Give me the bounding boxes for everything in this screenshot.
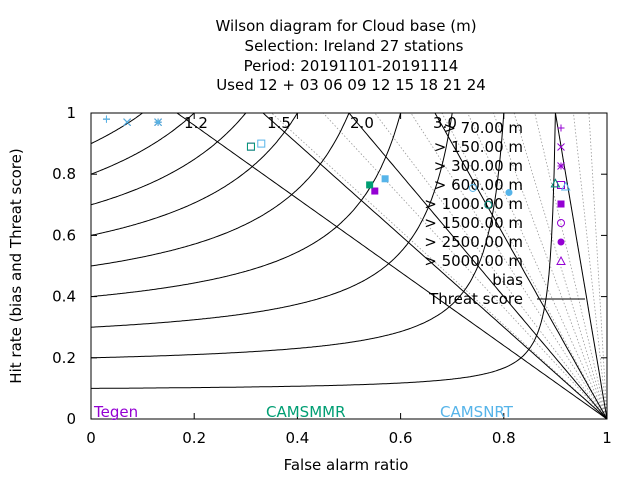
legend-label-6: > 2500.00 m bbox=[424, 233, 523, 251]
point-camsnrt-6 bbox=[505, 189, 513, 197]
point-camsmmr-3 bbox=[246, 142, 255, 151]
point-tegen-4 bbox=[371, 187, 379, 195]
model-labels: Tegen CAMSMMR CAMSNRT bbox=[93, 403, 514, 421]
bias-label-3.0: 3.0 bbox=[433, 114, 457, 132]
model-label-camsmmr: CAMSMMR bbox=[266, 403, 346, 421]
title-line-2: Selection: Ireland 27 stations bbox=[245, 37, 464, 55]
legend-marker-6 bbox=[557, 238, 565, 246]
point-camsmmr-4 bbox=[366, 181, 374, 189]
x-tick-label-5: 1 bbox=[602, 429, 612, 447]
threat-ray-1 bbox=[322, 113, 607, 419]
title-line-1: Wilson diagram for Cloud base (m) bbox=[215, 17, 476, 35]
threat-score-curves bbox=[91, 113, 556, 389]
x-tick-label-4: 0.8 bbox=[492, 429, 516, 447]
threat-score-curve-0 bbox=[91, 113, 556, 389]
model-label-tegen: Tegen bbox=[93, 403, 138, 421]
legend-marker-7 bbox=[556, 255, 566, 265]
bias-labels: 1.2 1.5 2.0 3.0 bbox=[184, 114, 457, 132]
threat-score-curve-3 bbox=[91, 113, 402, 298]
threat-ray-2 bbox=[374, 113, 607, 419]
x-tick-label-3: 0.6 bbox=[389, 429, 413, 447]
legend-label-1: > 150.00 m bbox=[434, 138, 523, 156]
bias-curve-0 bbox=[176, 113, 607, 419]
bias-curve-4 bbox=[554, 113, 607, 419]
legend-marker-4 bbox=[557, 200, 565, 208]
point-camsnrt-5 bbox=[468, 183, 477, 192]
threat-ray-8 bbox=[534, 113, 607, 419]
point-camsnrt-0 bbox=[102, 115, 110, 123]
y-axis-label: Hit rate (bias and Threat score) bbox=[7, 148, 25, 383]
point-tegen-6 bbox=[550, 178, 561, 188]
legend-bias-label: bias bbox=[492, 271, 523, 289]
plot-frame bbox=[90, 112, 608, 420]
x-tick-label-1: 0.2 bbox=[182, 429, 206, 447]
chart-title: Wilson diagram for Cloud base (m) Select… bbox=[215, 17, 485, 94]
x-tick-label-0: 0 bbox=[86, 429, 96, 447]
y-tick-label-3: 0.6 bbox=[52, 226, 76, 244]
legend-label-5: > 1500.00 m bbox=[424, 214, 523, 232]
bias-curves bbox=[176, 113, 607, 419]
y-tick-label-4: 0.8 bbox=[52, 165, 76, 183]
y-tick-label-0: 0 bbox=[66, 410, 76, 428]
legend: > 70.00 m> 150.00 m> 300.00 m> 600.00 m>… bbox=[424, 119, 585, 308]
point-camsmmr-5 bbox=[484, 200, 493, 209]
legend-marker-1 bbox=[557, 143, 565, 151]
legend-label-2: > 300.00 m bbox=[434, 157, 523, 175]
threat-score-curve-6 bbox=[91, 113, 247, 206]
point-camsmmr-6 bbox=[550, 178, 561, 188]
title-line-4: Used 12 + 03 06 09 12 15 18 21 24 bbox=[216, 76, 486, 94]
y-tick-label-2: 0.4 bbox=[52, 288, 76, 306]
data-points bbox=[102, 115, 571, 209]
point-camsnrt-1 bbox=[123, 118, 131, 127]
legend-label-0: > 70.00 m bbox=[443, 119, 523, 137]
threat-score-curve-5 bbox=[91, 113, 298, 236]
threat-ray-0 bbox=[271, 113, 607, 419]
threat-ray-11 bbox=[588, 113, 607, 419]
axis-ticks: 0 0.2 0.4 0.6 0.8 1 0 0.2 0.4 0.6 0.8 1 bbox=[52, 104, 612, 447]
legend-label-3: > 600.00 m bbox=[434, 176, 523, 194]
legend-marker-0 bbox=[557, 124, 565, 132]
threat-score-curve-7 bbox=[91, 113, 195, 175]
legend-marker-2 bbox=[557, 162, 565, 170]
bias-label-1.2: 1.2 bbox=[184, 114, 208, 132]
x-axis-label: False alarm ratio bbox=[284, 456, 409, 474]
bias-curve-2 bbox=[348, 113, 607, 419]
bias-curve-3 bbox=[434, 113, 607, 419]
point-camsnrt-2 bbox=[154, 118, 162, 127]
point-camsnrt-7 bbox=[560, 181, 571, 191]
x-tick-label-2: 0.4 bbox=[285, 429, 309, 447]
threat-ray-5 bbox=[467, 113, 607, 419]
threat-ray-3 bbox=[410, 113, 607, 419]
title-line-3: Period: 20191101-20191114 bbox=[244, 57, 459, 75]
legend-label-4: > 1000.00 m bbox=[424, 195, 523, 213]
threat-ray-10 bbox=[573, 113, 607, 419]
y-tick-label-1: 0.2 bbox=[52, 349, 76, 367]
threat-score-curve-4 bbox=[91, 113, 350, 267]
threat-score-curve-1 bbox=[91, 113, 505, 359]
point-camsnrt-3 bbox=[257, 139, 266, 148]
bias-label-2.0: 2.0 bbox=[350, 114, 374, 132]
point-tegen-3 bbox=[246, 142, 255, 151]
point-camsnrt-4 bbox=[381, 175, 389, 183]
y-tick-label-5: 1 bbox=[66, 104, 76, 122]
bias-label-1.5: 1.5 bbox=[267, 114, 291, 132]
legend-label-7: > 5000.00 m bbox=[424, 252, 523, 270]
legend-threat-label: Threat score bbox=[428, 290, 523, 308]
threat-score-curve-2 bbox=[91, 113, 453, 328]
bias-curve-1 bbox=[262, 113, 607, 419]
threat-ray-7 bbox=[513, 113, 607, 419]
threat-score-curve-8 bbox=[91, 113, 144, 145]
model-label-camsnrt: CAMSNRT bbox=[440, 403, 514, 421]
legend-marker-5 bbox=[557, 219, 565, 227]
